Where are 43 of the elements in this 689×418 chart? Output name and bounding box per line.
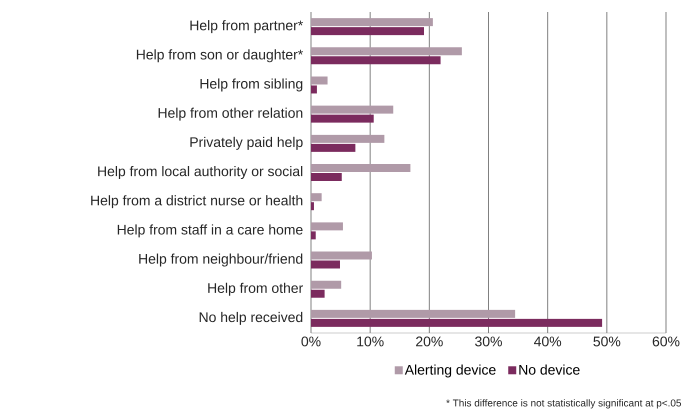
y-tick-label: Help from son or daughter* [136, 49, 303, 62]
y-tick-label: Help from other [208, 282, 303, 296]
bar [311, 144, 356, 152]
bar [311, 231, 316, 240]
bar [311, 27, 424, 36]
bar [311, 202, 314, 210]
bar [311, 173, 342, 182]
bar [311, 76, 328, 84]
bar [311, 18, 433, 26]
x-tick-label: 0% [301, 336, 321, 346]
bar [311, 114, 374, 123]
text: * This difference is not statistically significant at p<.05 [446, 399, 682, 408]
legend-label: No device [519, 364, 580, 375]
x-tick-label: 50% [593, 336, 620, 346]
bar [311, 164, 410, 172]
y-tick-label: Help from local authority or social [98, 166, 302, 179]
bar [311, 310, 516, 318]
y-tick-label: Privately paid help [190, 136, 303, 150]
bar [311, 106, 394, 114]
bar [311, 85, 317, 94]
x-tick-label: 10% [357, 336, 384, 346]
x-tick-label: 30% [475, 336, 502, 346]
y-tick-label: Help from partner* [190, 20, 303, 34]
x-tick-label: 40% [534, 336, 562, 346]
bar [311, 222, 343, 230]
y-tick-label: Help from staff in a care home [118, 224, 303, 238]
bar [311, 280, 342, 289]
bar [311, 47, 462, 56]
x-tick-label: 20% [416, 336, 443, 346]
x-tick-label: 60% [652, 336, 680, 346]
bar [311, 193, 322, 202]
y-tick-label: Help from other relation [158, 108, 302, 121]
bar [311, 56, 441, 64]
y-tick-label: Help from a district nurse or health [91, 195, 302, 208]
bar [311, 260, 340, 269]
bar [311, 290, 325, 298]
y-tick-label: Help from sibling [200, 78, 302, 92]
bar [311, 318, 602, 327]
bar [311, 252, 372, 260]
y-tick-label: Help from neighbour/friend [139, 254, 302, 267]
y-tick-label: No help received [200, 312, 302, 325]
bar [311, 134, 384, 143]
legend-label: Alerting device [404, 364, 496, 378]
